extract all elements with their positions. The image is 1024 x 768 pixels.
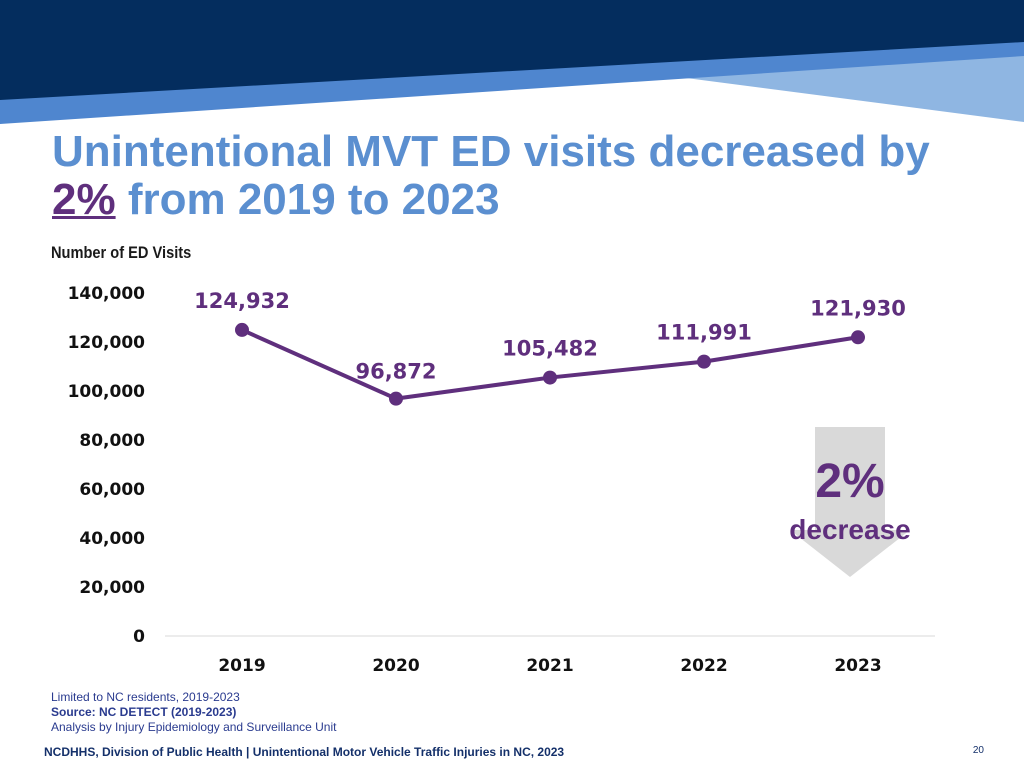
data-points [235,322,865,406]
data-label: 96,872 [355,360,436,384]
note-limited: Limited to NC residents, 2019-2023 [51,690,240,704]
data-labels: 124,932 96,872 105,482 111,991 121,930 [194,289,906,384]
y-axis-ticks: 0 20,000 40,000 60,000 80,000 100,000 120,000 1… [68,284,146,647]
x-tick-label: 2020 [372,656,419,676]
title-percent: 2% [52,175,116,224]
title-line2: from 2019 to 2023 [115,175,500,224]
note-analysis: Analysis by Injury Epidemiology and Surv… [51,720,337,734]
chart-notes: Limited to NC residents, 2019-2023 Sourc… [51,690,336,735]
data-point [697,354,711,369]
y-tick-label: 120,000 [68,333,146,353]
callout-decrease-label: decrease [789,514,910,545]
y-tick-label: 140,000 [68,284,146,304]
y-tick-label: 0 [133,627,145,647]
slide-title: Unintentional MVT ED visits decreased by… [52,128,992,224]
banner-blue-band [0,40,1024,124]
banner-navy-band [0,0,1024,100]
data-label: 105,482 [502,337,598,361]
y-axis-title: Number of ED Visits [51,243,192,262]
page-number: 20 [972,745,984,756]
title-line1: Unintentional MVT ED visits decreased by [52,127,930,176]
x-tick-label: 2019 [218,656,265,676]
y-tick-label: 60,000 [79,480,145,500]
x-axis-ticks: 2019 2020 2021 2022 2023 [218,656,881,676]
data-point [851,330,865,345]
data-point [235,322,249,337]
data-point [389,391,403,406]
line-chart: 0 20,000 40,000 60,000 80,000 100,000 120,000 1… [68,284,935,676]
decrease-callout: 2% decrease [789,427,911,577]
x-tick-label: 2023 [834,656,881,676]
footer-text: NCDHHS, Division of Public Health | Unin… [44,745,565,759]
x-tick-label: 2021 [526,656,573,676]
y-tick-label: 100,000 [68,382,146,402]
data-label: 111,991 [656,321,752,345]
y-tick-label: 20,000 [79,578,145,598]
down-arrow-icon [790,427,910,577]
data-label: 124,932 [194,289,290,313]
header-banner [0,0,1024,124]
data-point [543,370,557,385]
x-tick-label: 2022 [680,656,727,676]
data-label: 121,930 [810,296,906,320]
note-source: Source: NC DETECT (2019-2023) [51,705,237,719]
callout-percent: 2% [815,455,884,508]
y-tick-label: 40,000 [79,529,145,549]
y-tick-label: 80,000 [79,431,145,451]
